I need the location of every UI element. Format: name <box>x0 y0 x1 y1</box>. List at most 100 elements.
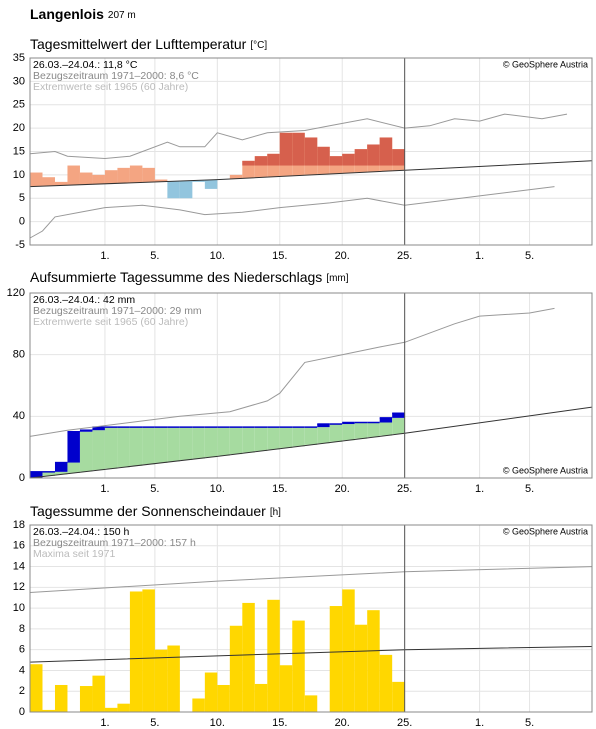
bar <box>167 645 180 712</box>
bar-high <box>267 153 280 166</box>
surplus <box>254 427 268 452</box>
extreme-line <box>29 566 593 593</box>
note: Bezugszeitraum 1971–2000: 157 h <box>33 537 196 549</box>
y-tick-label: 10 <box>13 169 25 181</box>
mean-line <box>29 646 593 663</box>
surplus <box>54 471 68 475</box>
bar <box>42 177 55 186</box>
bar <box>379 654 393 712</box>
surplus <box>142 427 155 465</box>
copyright: © GeoSphere Austria <box>503 465 588 475</box>
x-tick-label: 1. <box>475 717 484 729</box>
surplus <box>229 427 243 455</box>
station: Langenlois <box>30 6 104 22</box>
y-tick-label: 10 <box>13 602 25 614</box>
x-tick-label: 5. <box>525 717 534 729</box>
note: 26.03.–24.04.: 150 h <box>33 526 129 538</box>
surplus <box>42 471 55 476</box>
surplus <box>367 422 380 438</box>
note: Bezugszeitraum 1971–2000: 8,6 °C <box>33 70 199 82</box>
bar-high <box>292 132 305 166</box>
y-tick-label: 4 <box>19 664 25 676</box>
surplus <box>217 427 230 456</box>
x-tick-label: 20. <box>335 483 350 495</box>
bar <box>79 686 93 712</box>
bar <box>117 167 130 184</box>
bar <box>192 180 205 182</box>
bar <box>54 181 68 186</box>
y-tick-label: 18 <box>13 519 25 531</box>
y-tick-label: -5 <box>15 239 25 251</box>
surplus <box>154 427 168 463</box>
increment <box>92 427 105 431</box>
y-tick-label: 25 <box>13 99 25 111</box>
header: Langenlois 207 m <box>30 6 136 22</box>
bar-high <box>354 149 368 166</box>
y-tick-label: 20 <box>13 122 25 134</box>
note: 26.03.–24.04.: 42 mm <box>33 294 135 306</box>
bar <box>267 599 280 712</box>
bar <box>67 165 80 185</box>
bar <box>142 167 155 183</box>
x-tick-label: 1. <box>100 483 109 495</box>
unit: [mm] <box>326 273 348 284</box>
bar <box>329 606 343 712</box>
bar-high <box>254 156 268 166</box>
bar <box>254 683 268 712</box>
chart-title: Tagesmittelwert der Lufttemperatur [°C] <box>30 36 267 52</box>
plot-frame <box>29 524 593 713</box>
surplus <box>292 427 305 447</box>
y-tick-label: 0 <box>19 216 25 228</box>
x-tick-label: 5. <box>150 483 159 495</box>
bar-high <box>379 137 393 166</box>
increment <box>342 422 355 425</box>
bar <box>92 174 105 184</box>
chart-title: Aufsummierte Tagessumme des Niederschlag… <box>30 269 349 285</box>
increment <box>317 424 330 428</box>
x-tick-label: 1. <box>100 250 109 262</box>
y-tick-label: 0 <box>19 472 25 484</box>
bar <box>342 589 355 712</box>
x-tick-label: 25. <box>397 717 412 729</box>
bar <box>142 589 155 712</box>
x-tick-label: 5. <box>525 250 534 262</box>
bar <box>79 172 93 185</box>
x-tick-label: 25. <box>397 483 412 495</box>
bar <box>229 174 243 179</box>
y-tick-label: 15 <box>13 145 25 157</box>
plot-background <box>30 525 592 712</box>
note: Maxima seit 1971 <box>33 548 115 560</box>
y-tick-label: 30 <box>13 75 25 87</box>
surplus <box>317 427 330 444</box>
note: Extremwerte seit 1965 (60 Jahre) <box>33 316 188 328</box>
x-tick-label: 15. <box>272 250 287 262</box>
bar <box>354 624 368 712</box>
chart-title: Tagessumme der Sonnenscheindauer [h] <box>30 503 281 519</box>
surplus <box>304 427 318 445</box>
bar <box>129 165 143 183</box>
x-tick-label: 1. <box>475 483 484 495</box>
extreme-line <box>29 113 568 160</box>
surplus <box>279 427 293 448</box>
y-tick-label: 8 <box>19 623 25 635</box>
bar <box>279 665 293 712</box>
note: Extremwerte seit 1965 (60 Jahre) <box>33 81 188 93</box>
increment <box>30 471 43 478</box>
bar <box>204 672 218 712</box>
increment <box>54 462 68 472</box>
bar <box>242 602 255 712</box>
x-tick-label: 5. <box>150 717 159 729</box>
x-tick-label: 1. <box>100 717 109 729</box>
surplus <box>354 422 368 439</box>
copyright: © GeoSphere Austria <box>503 526 588 536</box>
surplus <box>104 427 118 469</box>
x-tick-label: 10. <box>210 250 225 262</box>
y-tick-label: 80 <box>13 349 25 361</box>
bar-high <box>317 146 330 166</box>
bar <box>292 620 305 712</box>
bar-high <box>329 156 343 166</box>
extreme-line <box>29 307 555 437</box>
bar <box>367 610 380 712</box>
copyright: © GeoSphere Austria <box>503 59 588 69</box>
